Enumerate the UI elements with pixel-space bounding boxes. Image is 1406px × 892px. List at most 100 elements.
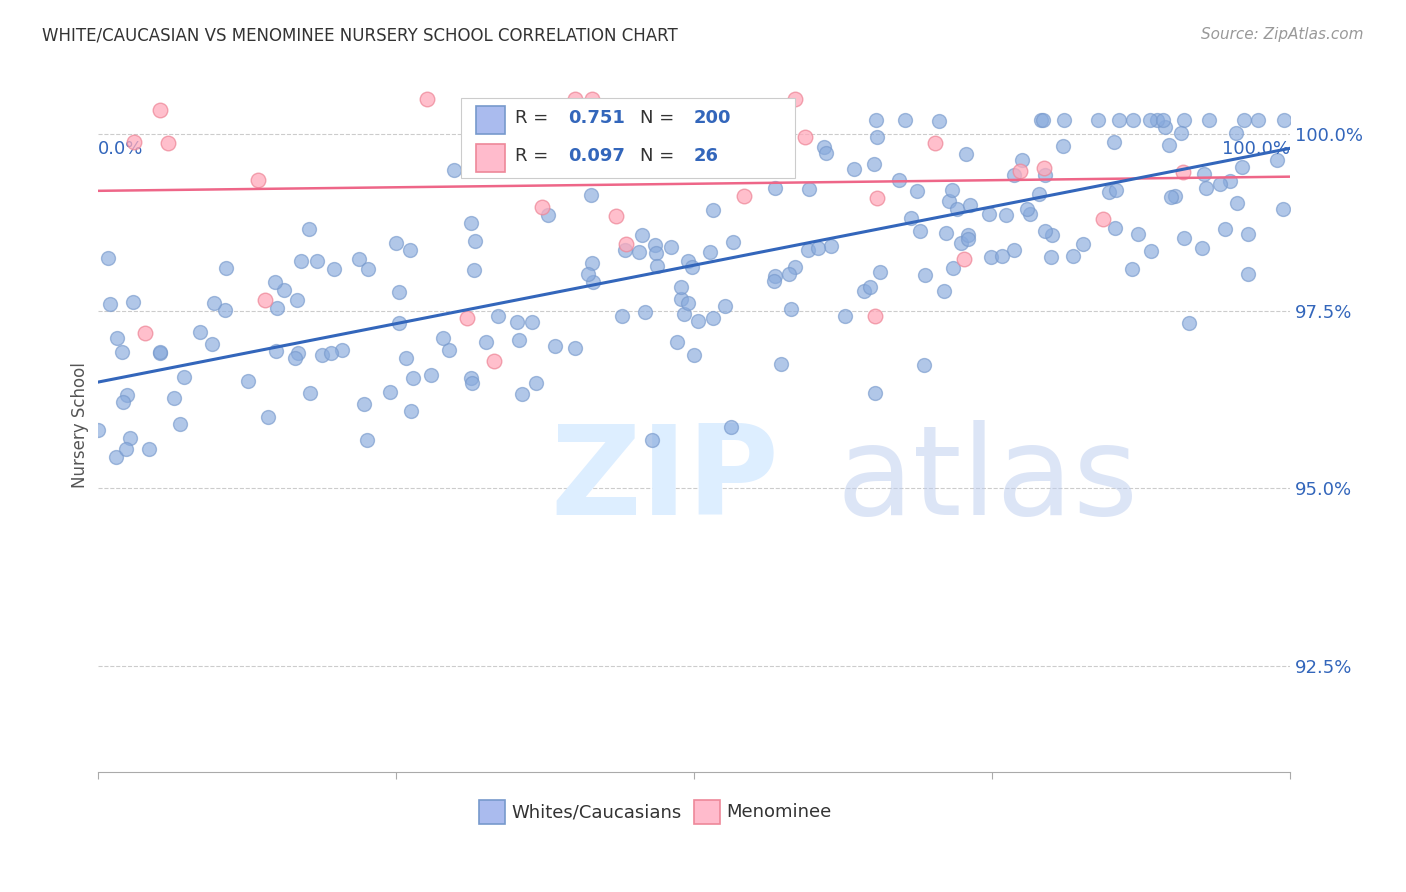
Point (671, 279, 693, 293)
Point (644, 238, 666, 252)
Point (236, 374, 259, 388)
Point (1121, 262, 1143, 277)
Point (402, 370, 425, 384)
Point (1040, 250, 1063, 264)
Point (763, 161, 786, 176)
Point (946, 202, 969, 217)
Point (201, 336, 224, 351)
Point (190, 326, 212, 340)
Text: N =: N = (640, 109, 675, 128)
Point (938, 194, 960, 209)
Point (1062, 249, 1084, 263)
Point (419, 368, 441, 383)
Point (688, 314, 710, 328)
Point (266, 301, 288, 315)
Point (702, 310, 724, 325)
Point (955, 146, 977, 161)
Point (1247, 112, 1270, 127)
Point (319, 346, 342, 360)
Point (264, 343, 287, 358)
FancyBboxPatch shape (475, 144, 505, 172)
Point (1233, 112, 1256, 127)
Point (253, 293, 276, 307)
Point (115, 442, 138, 456)
Point (399, 403, 422, 417)
Point (86, 423, 108, 437)
Point (157, 136, 180, 150)
Point (384, 236, 406, 251)
Point (991, 249, 1014, 263)
Point (887, 173, 910, 187)
Point (1226, 195, 1249, 210)
Point (247, 173, 270, 187)
Point (720, 419, 742, 434)
Point (610, 309, 633, 323)
Point (461, 107, 484, 121)
Point (138, 442, 160, 457)
Point (1265, 153, 1288, 167)
Point (778, 268, 800, 282)
Point (395, 351, 418, 365)
Point (388, 316, 411, 330)
Point (1108, 112, 1130, 127)
Point (1230, 161, 1253, 175)
Point (678, 253, 700, 268)
Point (214, 302, 236, 317)
Point (464, 235, 486, 249)
Point (214, 261, 236, 276)
Point (979, 207, 1001, 221)
Point (763, 180, 786, 194)
Text: 0.097: 0.097 (568, 147, 626, 165)
Point (112, 395, 135, 409)
Point (416, 92, 439, 106)
Point (347, 252, 370, 266)
Point (581, 92, 603, 106)
Point (631, 227, 654, 242)
Point (820, 238, 842, 252)
Point (980, 250, 1002, 264)
Point (508, 334, 530, 348)
Point (149, 344, 172, 359)
Point (907, 185, 929, 199)
Point (866, 191, 889, 205)
FancyBboxPatch shape (693, 800, 720, 824)
Point (912, 358, 935, 372)
Text: 200: 200 (693, 109, 731, 128)
Point (387, 285, 409, 300)
FancyBboxPatch shape (461, 98, 796, 178)
Point (865, 112, 887, 127)
Point (1033, 169, 1056, 183)
Point (1146, 112, 1168, 127)
Point (531, 152, 554, 166)
Point (510, 387, 533, 401)
Point (576, 267, 599, 281)
Point (486, 309, 509, 323)
Point (1002, 244, 1025, 258)
Text: 26: 26 (693, 147, 718, 165)
Text: ZIP: ZIP (551, 420, 779, 541)
FancyBboxPatch shape (479, 800, 505, 824)
Point (1225, 126, 1247, 140)
Point (770, 358, 793, 372)
Text: Whites/Caucasians: Whites/Caucasians (512, 804, 682, 822)
Point (1104, 221, 1126, 235)
Point (298, 386, 321, 401)
Point (1087, 112, 1109, 127)
Point (460, 216, 482, 230)
Point (1154, 120, 1177, 134)
Y-axis label: Nursery School: Nursery School (72, 362, 89, 488)
Point (1274, 112, 1296, 127)
Point (530, 200, 553, 214)
Point (111, 345, 134, 359)
Point (932, 284, 955, 298)
Point (866, 130, 889, 145)
Text: 0.751: 0.751 (568, 109, 626, 128)
Point (1140, 244, 1163, 258)
Point (257, 410, 280, 425)
Point (1177, 316, 1199, 330)
Point (900, 211, 922, 225)
Point (1002, 168, 1025, 182)
Point (614, 243, 637, 257)
Point (842, 161, 865, 176)
Point (780, 301, 803, 316)
